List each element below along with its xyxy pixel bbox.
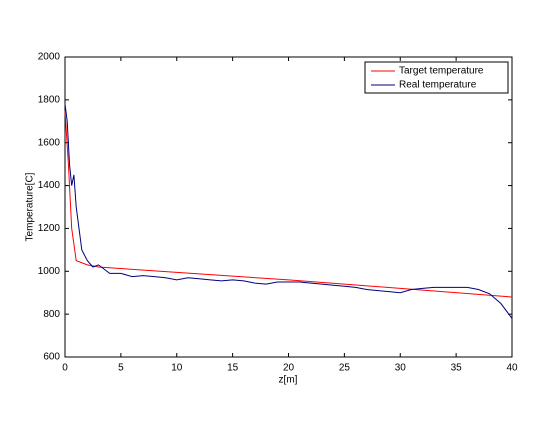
- x-tick-label: 25: [339, 363, 351, 374]
- y-tick-label: 1400: [38, 180, 61, 191]
- y-tick-label: 1600: [38, 137, 61, 148]
- x-tick-label: 10: [171, 363, 183, 374]
- y-tick-label: 1800: [38, 94, 61, 105]
- y-tick-label: 2000: [38, 52, 61, 63]
- plot-area: [64, 56, 513, 358]
- x-tick-label: 15: [227, 363, 239, 374]
- x-tick-label: 5: [118, 363, 124, 374]
- legend-label: Real temperature: [399, 80, 477, 91]
- legend-label: Target temperature: [399, 66, 484, 77]
- y-axis-label: Temperature[C]: [25, 172, 36, 241]
- y-tick-label: 1000: [38, 266, 61, 277]
- x-axis-label: z[m]: [279, 375, 298, 386]
- line-series: [64, 104, 513, 319]
- x-tick-label: 40: [506, 363, 518, 374]
- x-tick-label: 35: [451, 363, 463, 374]
- x-tick-label: 30: [395, 363, 407, 374]
- y-tick-label: 800: [43, 309, 60, 320]
- y-tick-label: 600: [43, 352, 60, 363]
- y-tick-label: 1200: [38, 223, 61, 234]
- legend: [364, 61, 509, 94]
- x-tick-label: 20: [283, 363, 295, 374]
- x-tick-label: 0: [62, 363, 68, 374]
- line-series: [64, 110, 513, 298]
